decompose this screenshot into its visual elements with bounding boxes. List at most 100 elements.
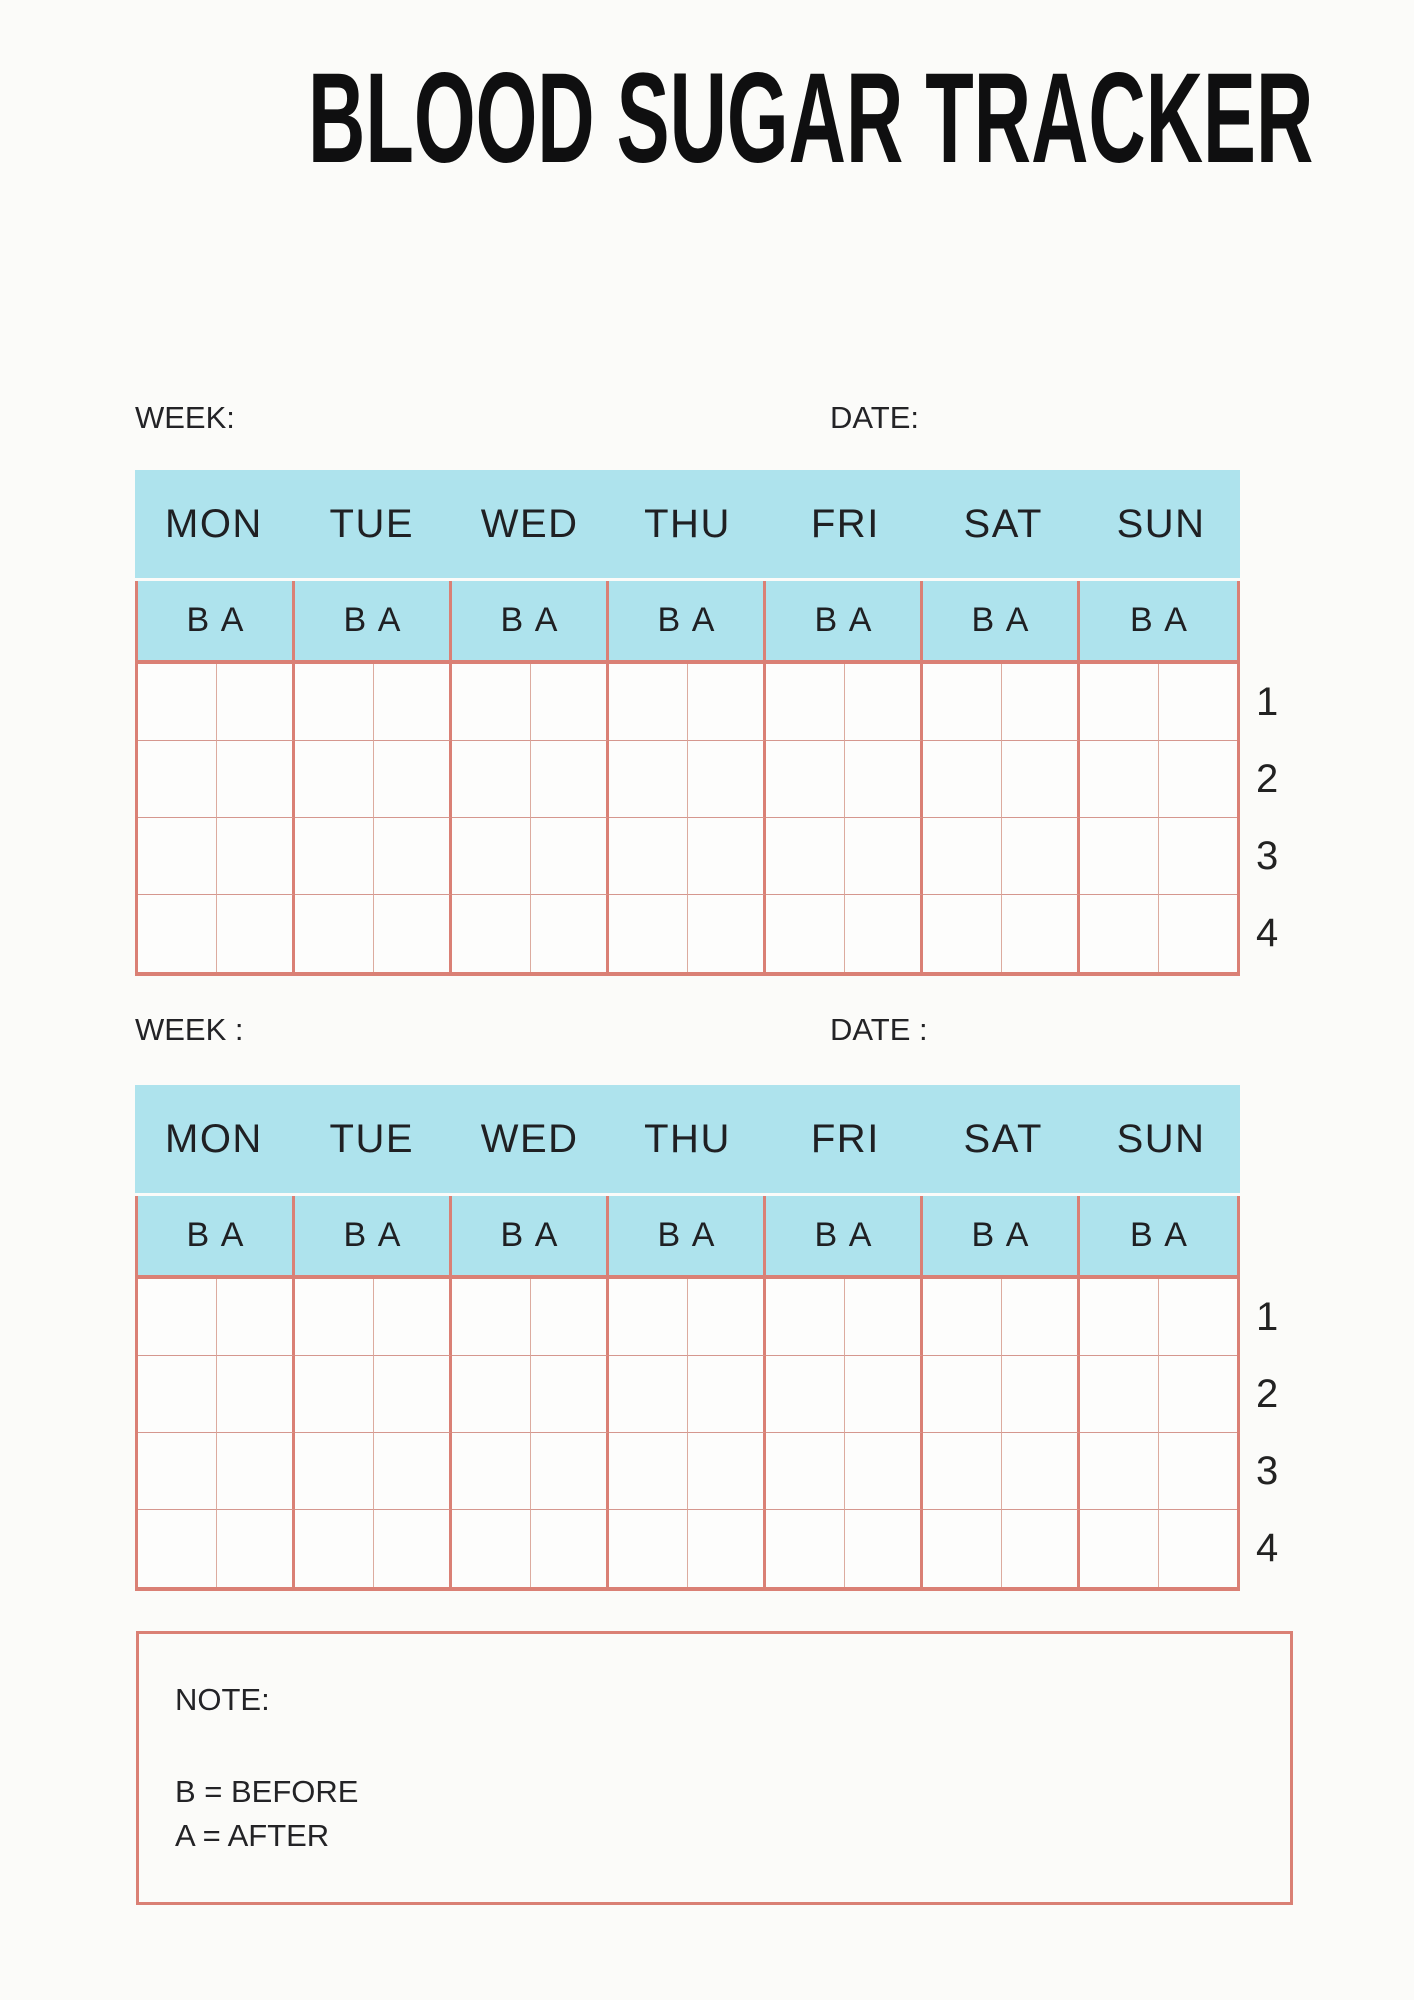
grid-cell[interactable] bbox=[687, 741, 766, 818]
grid-cell[interactable] bbox=[216, 1356, 295, 1433]
grid-cell[interactable] bbox=[452, 1510, 531, 1587]
grid-cell[interactable] bbox=[295, 1510, 374, 1587]
grid-cell[interactable] bbox=[1001, 1433, 1080, 1510]
grid-cell[interactable] bbox=[923, 818, 1002, 895]
grid-cell[interactable] bbox=[452, 1433, 531, 1510]
grid-cell[interactable] bbox=[688, 1510, 766, 1587]
grid-cell[interactable] bbox=[766, 1510, 845, 1587]
grid-cell[interactable] bbox=[138, 741, 217, 818]
grid-cell[interactable] bbox=[373, 1279, 452, 1356]
grid-cell[interactable] bbox=[844, 1356, 923, 1433]
grid-cell[interactable] bbox=[609, 818, 688, 895]
grid-cell[interactable] bbox=[845, 1510, 923, 1587]
grid-cell[interactable] bbox=[452, 1356, 531, 1433]
grid-cell[interactable] bbox=[373, 1356, 452, 1433]
grid-cell[interactable] bbox=[295, 895, 374, 972]
grid-cell[interactable] bbox=[1158, 741, 1237, 818]
grid-cell[interactable] bbox=[1001, 1356, 1080, 1433]
grid-cell[interactable] bbox=[216, 818, 295, 895]
grid-cell[interactable] bbox=[687, 818, 766, 895]
grid-cell[interactable] bbox=[844, 1279, 923, 1356]
grid-cell[interactable] bbox=[217, 1510, 295, 1587]
grid-cell[interactable] bbox=[138, 1356, 217, 1433]
grid-cell[interactable] bbox=[452, 1279, 531, 1356]
grid-cell[interactable] bbox=[216, 1433, 295, 1510]
grid-cell[interactable] bbox=[295, 1279, 374, 1356]
grid-cell[interactable] bbox=[373, 741, 452, 818]
grid-cell[interactable] bbox=[1001, 741, 1080, 818]
grid-cell[interactable] bbox=[766, 741, 845, 818]
grid-cell[interactable] bbox=[138, 1279, 217, 1356]
grid-cell[interactable] bbox=[844, 1433, 923, 1510]
grid-cell[interactable] bbox=[138, 818, 217, 895]
grid-cell[interactable] bbox=[452, 741, 531, 818]
grid-cell[interactable] bbox=[452, 895, 531, 972]
grid-cell[interactable] bbox=[609, 1356, 688, 1433]
grid-cell[interactable] bbox=[923, 664, 1002, 741]
grid-cell[interactable] bbox=[1001, 664, 1080, 741]
grid-cell[interactable] bbox=[374, 895, 452, 972]
grid-cell[interactable] bbox=[766, 1356, 845, 1433]
grid-cell[interactable] bbox=[609, 1279, 688, 1356]
grid-cell[interactable] bbox=[530, 741, 609, 818]
grid-cell[interactable] bbox=[1002, 1510, 1080, 1587]
grid-cell[interactable] bbox=[1158, 1279, 1237, 1356]
grid-cell[interactable] bbox=[1080, 818, 1159, 895]
grid-cell[interactable] bbox=[216, 1279, 295, 1356]
grid-cell[interactable] bbox=[844, 818, 923, 895]
grid-cell[interactable] bbox=[609, 664, 688, 741]
grid-cell[interactable] bbox=[923, 1279, 1002, 1356]
grid-cell[interactable] bbox=[374, 1510, 452, 1587]
grid-cell[interactable] bbox=[1159, 1510, 1238, 1587]
grid-cell[interactable] bbox=[766, 1433, 845, 1510]
grid-cell[interactable] bbox=[295, 664, 374, 741]
grid-cell[interactable] bbox=[609, 741, 688, 818]
grid-cell[interactable] bbox=[295, 1356, 374, 1433]
grid-cell[interactable] bbox=[530, 1279, 609, 1356]
grid-cell[interactable] bbox=[531, 895, 609, 972]
grid-cell[interactable] bbox=[138, 664, 217, 741]
grid-cell[interactable] bbox=[530, 1356, 609, 1433]
grid-cell[interactable] bbox=[1080, 741, 1159, 818]
grid-cell[interactable] bbox=[1002, 895, 1080, 972]
grid-cell[interactable] bbox=[687, 1433, 766, 1510]
grid-cell[interactable] bbox=[373, 1433, 452, 1510]
grid-cell[interactable] bbox=[138, 1433, 217, 1510]
grid-cell[interactable] bbox=[1001, 818, 1080, 895]
grid-cell[interactable] bbox=[609, 1510, 688, 1587]
grid-cell[interactable] bbox=[530, 818, 609, 895]
grid-cell[interactable] bbox=[1080, 1356, 1159, 1433]
grid-cell[interactable] bbox=[844, 741, 923, 818]
grid-cell[interactable] bbox=[373, 818, 452, 895]
grid-cell[interactable] bbox=[609, 1433, 688, 1510]
grid-cell[interactable] bbox=[217, 895, 295, 972]
grid-cell[interactable] bbox=[216, 664, 295, 741]
grid-cell[interactable] bbox=[923, 741, 1002, 818]
grid-cell[interactable] bbox=[687, 664, 766, 741]
grid-cell[interactable] bbox=[766, 895, 845, 972]
grid-cell[interactable] bbox=[530, 664, 609, 741]
grid-cell[interactable] bbox=[923, 1356, 1002, 1433]
grid-cell[interactable] bbox=[845, 895, 923, 972]
grid-cell[interactable] bbox=[1158, 1433, 1237, 1510]
grid-cell[interactable] bbox=[1159, 895, 1238, 972]
grid-cell[interactable] bbox=[609, 895, 688, 972]
grid-cell[interactable] bbox=[295, 818, 374, 895]
grid-cell[interactable] bbox=[1158, 1356, 1237, 1433]
grid-cell[interactable] bbox=[1080, 664, 1159, 741]
grid-cell[interactable] bbox=[1080, 1279, 1159, 1356]
grid-cell[interactable] bbox=[530, 1433, 609, 1510]
grid-cell[interactable] bbox=[766, 664, 845, 741]
grid-cell[interactable] bbox=[216, 741, 295, 818]
grid-cell[interactable] bbox=[452, 818, 531, 895]
grid-cell[interactable] bbox=[138, 1510, 217, 1587]
grid-cell[interactable] bbox=[295, 1433, 374, 1510]
grid-cell[interactable] bbox=[1080, 895, 1159, 972]
grid-cell[interactable] bbox=[923, 1510, 1002, 1587]
grid-cell[interactable] bbox=[138, 895, 217, 972]
grid-cell[interactable] bbox=[1080, 1433, 1159, 1510]
grid-cell[interactable] bbox=[531, 1510, 609, 1587]
grid-cell[interactable] bbox=[923, 1433, 1002, 1510]
grid-cell[interactable] bbox=[295, 741, 374, 818]
grid-cell[interactable] bbox=[687, 1356, 766, 1433]
